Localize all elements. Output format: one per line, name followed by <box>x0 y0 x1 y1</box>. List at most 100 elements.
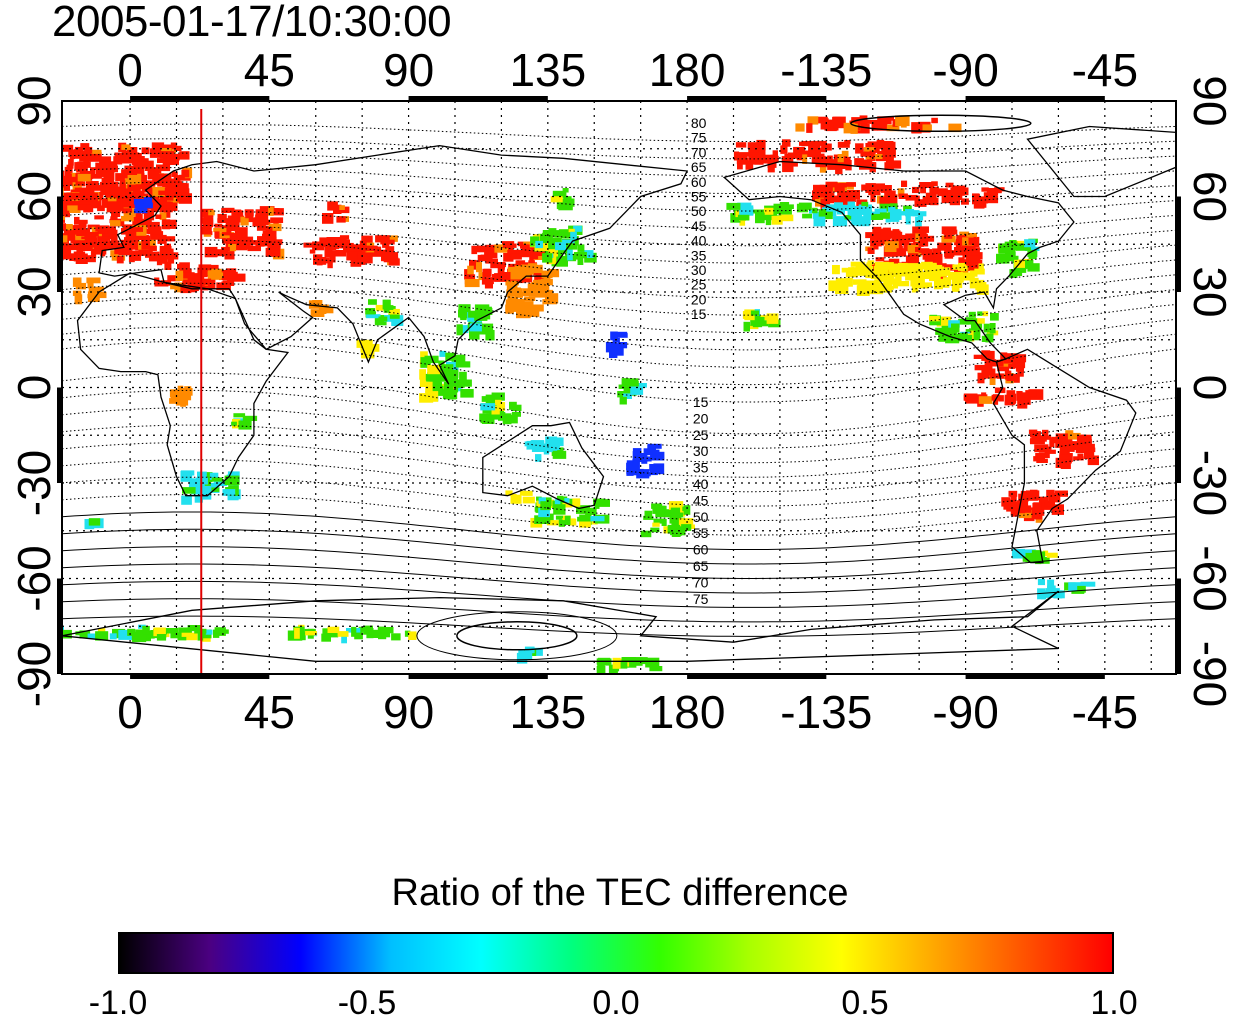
data-cell <box>361 350 375 359</box>
data-cell <box>215 249 228 257</box>
frame-segment <box>687 96 827 101</box>
data-cell <box>1028 429 1038 434</box>
data-cell <box>681 524 692 531</box>
data-cell <box>843 122 856 134</box>
data-cell <box>133 198 147 205</box>
frame-segment <box>965 674 1105 679</box>
data-cell <box>636 657 648 665</box>
data-cell <box>72 154 84 159</box>
data-cell <box>205 629 213 635</box>
data-cell <box>127 153 142 164</box>
data-cell <box>888 263 902 273</box>
data-cell <box>1016 243 1031 251</box>
data-cell <box>1022 392 1029 403</box>
data-cell <box>844 215 852 220</box>
data-cell <box>538 508 550 518</box>
data-cell <box>544 293 559 304</box>
data-cell <box>123 208 133 213</box>
data-cell <box>518 649 525 660</box>
contour-line <box>850 114 1032 133</box>
data-cell <box>322 213 334 224</box>
data-cell <box>522 650 533 660</box>
data-cell <box>954 240 962 246</box>
data-cell <box>994 188 1002 194</box>
data-cell <box>1044 449 1056 454</box>
coastline <box>992 348 1137 564</box>
data-cell <box>905 209 915 217</box>
data-cell <box>43 147 51 156</box>
data-cell <box>884 241 899 252</box>
data-cell <box>929 315 940 322</box>
data-cell <box>648 443 662 449</box>
data-cell <box>0 228 4 235</box>
data-cell <box>841 267 853 273</box>
contour-label-south: 75 <box>693 591 709 607</box>
data-cell <box>46 225 59 232</box>
data-cell <box>384 250 392 257</box>
data-cell <box>38 224 50 229</box>
data-cell <box>192 273 205 282</box>
data-cell <box>160 201 171 206</box>
data-cell <box>609 348 618 358</box>
data-cell <box>97 226 108 234</box>
data-cell <box>350 245 364 252</box>
data-cell <box>209 472 219 480</box>
data-cell <box>1040 590 1047 600</box>
data-cell <box>951 334 962 339</box>
data-cell <box>68 159 74 166</box>
data-cell <box>132 217 138 227</box>
data-cell <box>0 195 4 203</box>
data-cell <box>456 324 463 336</box>
magnetic-latitude-contours <box>62 114 1176 661</box>
data-cell <box>1048 493 1061 503</box>
data-cell <box>752 323 763 328</box>
data-cell <box>931 117 938 124</box>
data-cell <box>133 164 145 176</box>
data-cell <box>652 522 660 527</box>
data-cell <box>242 415 258 421</box>
data-cell <box>67 176 79 186</box>
data-cell <box>896 271 902 282</box>
data-cell <box>181 470 195 476</box>
data-cell <box>1005 499 1011 506</box>
data-cell <box>47 243 59 252</box>
data-cell <box>876 234 891 245</box>
data-cell <box>125 193 141 202</box>
data-cell <box>0 190 5 199</box>
data-cell <box>901 264 908 276</box>
data-cell <box>138 249 145 256</box>
data-cell <box>884 190 896 202</box>
data-cell <box>512 404 522 411</box>
y-tick-label-right: 60 <box>1184 171 1236 222</box>
data-cell <box>505 299 516 309</box>
data-cell <box>107 226 116 231</box>
data-cell <box>149 239 156 250</box>
data-cell <box>490 252 498 259</box>
data-cell <box>62 235 68 243</box>
data-cell <box>541 270 553 279</box>
data-cell <box>118 629 133 640</box>
y-tick-label-right: -90 <box>1184 641 1236 707</box>
data-cell <box>46 229 52 234</box>
data-cell <box>425 381 433 392</box>
data-cell <box>596 666 606 674</box>
data-cell <box>75 253 88 264</box>
data-cell <box>1024 239 1036 248</box>
data-cell <box>382 299 391 310</box>
data-cell <box>963 233 977 238</box>
data-cell <box>351 626 357 637</box>
data-cell <box>0 245 5 253</box>
data-cell <box>563 196 572 205</box>
data-cell <box>202 219 214 228</box>
data-cell <box>796 203 809 213</box>
data-cell <box>214 629 229 634</box>
data-cell <box>112 211 118 220</box>
data-cell <box>537 248 547 256</box>
data-cell <box>120 179 126 191</box>
data-cell <box>534 276 542 283</box>
contour-label-north: 30 <box>691 262 707 278</box>
contour-line <box>62 326 1176 386</box>
data-cell <box>62 223 66 231</box>
y-tick-label-left: -60 <box>8 545 60 611</box>
data-cell <box>879 283 893 293</box>
